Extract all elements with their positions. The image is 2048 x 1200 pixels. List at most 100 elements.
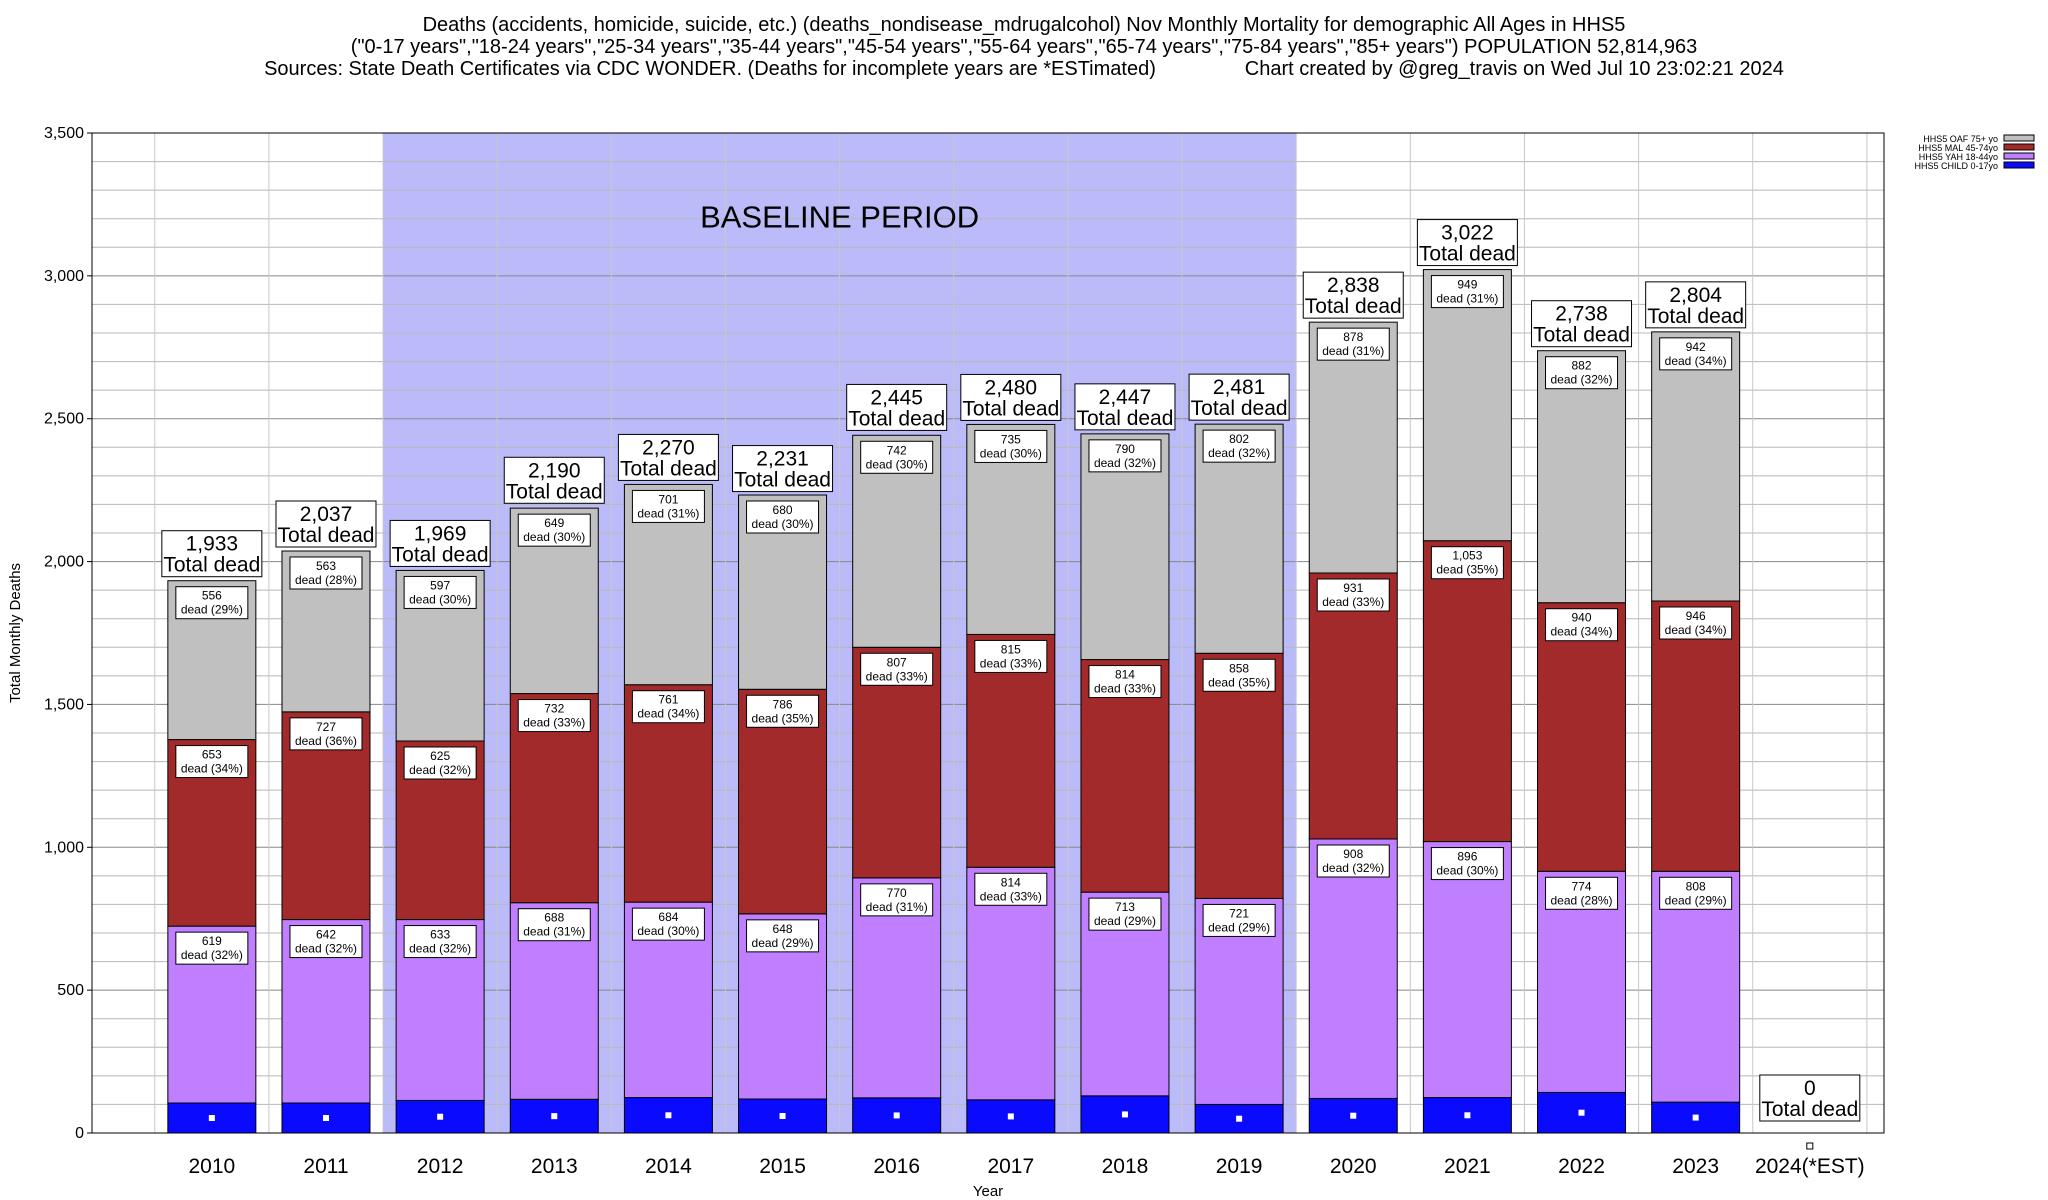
segment-pct-label: dead (34%) (637, 707, 699, 721)
total-value-label: 1,933 (186, 533, 239, 556)
segment-label-box (175, 586, 249, 620)
total-suffix-label: Total dead (392, 543, 489, 566)
total-suffix-label: Total dead (1077, 407, 1174, 430)
bar-segment-oaf (1308, 321, 1398, 574)
segment-value-label: 814 (1115, 668, 1135, 682)
segment-value-label: 648 (773, 922, 793, 936)
total-value-label: 0 (1804, 1077, 1816, 1100)
segment-value-label: 701 (658, 492, 678, 506)
segment-pct-label: dead (29%) (181, 603, 243, 617)
bar-segment-mal (1422, 540, 1512, 843)
segment-pct-label: dead (30%) (866, 457, 928, 471)
child-marker (1578, 1109, 1585, 1116)
segment-label-box (860, 883, 934, 917)
segment-label-box (289, 925, 363, 959)
segment-label-box (1316, 844, 1390, 878)
segment-label-box (1659, 876, 1733, 910)
bar-segment-yah (1308, 838, 1398, 1099)
segment-value-label: 807 (887, 655, 907, 669)
x-tick-label: 2014 (645, 1155, 692, 1178)
segment-value-label: 642 (316, 928, 336, 942)
y-tick-label: 3,500 (44, 125, 84, 142)
segment-pct-label: dead (30%) (523, 530, 585, 544)
segment-label-box (289, 556, 363, 590)
segment-pct-label: dead (32%) (295, 942, 357, 956)
legend-swatch-oaf (2003, 134, 2035, 142)
segment-value-label: 896 (1457, 850, 1477, 864)
x-tick-label: 2020 (1330, 1155, 1377, 1178)
segment-label-box (1659, 337, 1733, 371)
child-marker (779, 1113, 786, 1119)
legend-swatch-mal (2003, 143, 2035, 151)
segment-pct-label: dead (29%) (1665, 893, 1727, 907)
bar-segment-oaf (1651, 331, 1741, 602)
segment-value-label: 597 (430, 578, 450, 592)
total-suffix-label: Total dead (1191, 397, 1288, 420)
child-marker (1350, 1112, 1357, 1119)
chart-title-block: Deaths (accidents, homicide, suicide, et… (0, 14, 2048, 80)
x-tick-label: 2010 (188, 1155, 235, 1178)
bar-segment-oaf (1537, 350, 1627, 604)
total-label-box (1416, 219, 1518, 267)
child-marker (1236, 1115, 1243, 1122)
segment-label-box (403, 746, 477, 780)
segment-pct-label: dead (31%) (1436, 292, 1498, 306)
x-tick-label: 2019 (1216, 1155, 1263, 1178)
segment-pct-label: dead (34%) (1551, 625, 1613, 639)
child-marker (551, 1113, 558, 1120)
total-suffix-label: Total dead (1761, 1098, 1858, 1121)
segment-pct-label: dead (30%) (980, 446, 1042, 460)
segment-label-box (1202, 903, 1276, 937)
segment-value-label: 949 (1457, 278, 1477, 292)
total-value-label: 2,037 (300, 503, 353, 526)
segment-label-box (1545, 608, 1619, 642)
total-suffix-label: Total dead (1305, 295, 1402, 318)
total-value-label: 2,480 (985, 376, 1038, 399)
segment-value-label: 680 (773, 503, 793, 517)
child-marker (208, 1115, 215, 1121)
segment-pct-label: dead (30%) (409, 592, 471, 606)
total-suffix-label: Total dead (1419, 243, 1516, 266)
segment-value-label: 563 (316, 559, 336, 573)
segment-label-box (1430, 546, 1504, 580)
legend-entry-label: HHS5 YAH 18-44yo (1919, 152, 1998, 162)
segment-value-label: 761 (658, 693, 678, 707)
segment-value-label: 742 (887, 443, 907, 457)
total-value-label: 2,804 (1669, 284, 1722, 307)
segment-label-box (974, 429, 1048, 463)
y-tick-label: 1,000 (44, 839, 84, 856)
x-tick-label: 2012 (417, 1155, 464, 1178)
segment-value-label: 633 (430, 928, 450, 942)
total-label-box (1645, 281, 1747, 329)
segment-pct-label: dead (33%) (866, 669, 928, 683)
y-axis-title: Total Monthly Deaths (7, 563, 24, 703)
segment-pct-label: dead (34%) (181, 762, 243, 776)
segment-pct-label: dead (33%) (980, 889, 1042, 903)
segment-value-label: 931 (1343, 581, 1363, 595)
total-label-box (275, 500, 377, 548)
segment-value-label: 556 (202, 589, 222, 603)
segment-pct-label: dead (35%) (1208, 675, 1270, 689)
total-value-label: 2,445 (870, 386, 923, 409)
segment-value-label: 815 (1001, 642, 1021, 656)
segment-pct-label: dead (33%) (1094, 682, 1156, 696)
segment-value-label: 1,053 (1452, 549, 1482, 563)
bar-segment-mal (1651, 600, 1741, 872)
baseline-period-label: BASELINE PERIOD (700, 199, 979, 234)
total-label-box (161, 530, 263, 578)
y-tick-label: 2,500 (44, 411, 84, 428)
segment-label-box (403, 925, 477, 959)
legend-swatch-child (2003, 161, 2035, 169)
x-tick-label: 2018 (1102, 1155, 1149, 1178)
segment-label-box (517, 513, 591, 547)
total-suffix-label: Total dead (163, 554, 260, 577)
segment-pct-label: dead (31%) (866, 900, 928, 914)
segment-label-box (1202, 658, 1276, 692)
child-marker (893, 1112, 900, 1119)
segment-pct-label: dead (30%) (637, 924, 699, 938)
total-suffix-label: Total dead (962, 397, 1059, 420)
segment-label-box (860, 440, 934, 474)
segment-label-box (1088, 897, 1162, 931)
segment-value-label: 653 (202, 748, 222, 762)
